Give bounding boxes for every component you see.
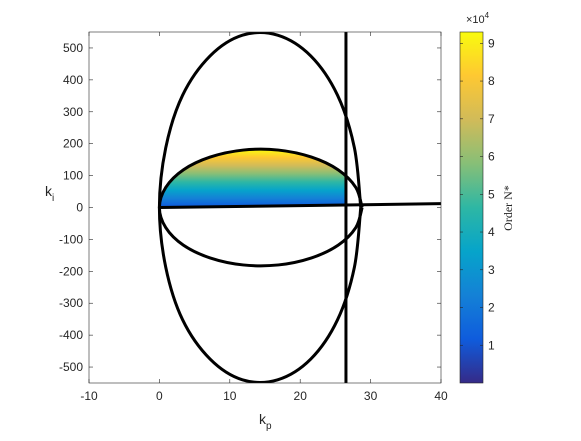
y-tick-label: 100 <box>63 169 83 183</box>
y-tick-label: 400 <box>63 73 83 87</box>
colorbar-tick-label: 4 <box>488 225 495 239</box>
colorbar-tick-label: 3 <box>488 263 495 277</box>
colorbar-tick-label: 9 <box>488 36 495 50</box>
y-tick-label: -300 <box>59 296 83 310</box>
multiplier-power: 4 <box>485 11 490 20</box>
label-subscript: p <box>266 421 272 432</box>
y-tick-label: 300 <box>63 105 83 119</box>
x-tick-label: 10 <box>223 389 237 403</box>
y-tick-label: 500 <box>63 41 83 55</box>
y-axis-label: ki <box>45 183 54 204</box>
multiplier-base: ×10 <box>466 14 485 26</box>
y-tick-label: -400 <box>59 328 83 342</box>
y-tick-label: 0 <box>76 201 83 215</box>
colorbar-tick-label: 2 <box>488 301 495 315</box>
x-tick-label: 30 <box>364 389 378 403</box>
x-tick-label: -10 <box>80 389 98 403</box>
x-tick-label: 20 <box>294 389 308 403</box>
y-tick-label: -100 <box>59 232 83 246</box>
y-tick-label: -500 <box>59 360 83 374</box>
label-text: k <box>259 411 267 427</box>
label-subscript: i <box>52 193 54 204</box>
x-tick-label: 0 <box>156 389 163 403</box>
y-tick-label: -200 <box>59 264 83 278</box>
colorbar-tick-label: 8 <box>488 74 495 88</box>
colorbar-tick-label: 5 <box>488 187 495 201</box>
curves <box>157 32 441 383</box>
colorbar-label: Order N* <box>501 185 515 231</box>
x-tick-label: 40 <box>434 389 448 403</box>
colorbar-tick-label: 1 <box>488 338 495 352</box>
colorbar-tick-label: 7 <box>488 112 495 126</box>
x-axis-label: kp <box>259 411 272 432</box>
curve <box>159 202 441 209</box>
y-tick-label: 200 <box>63 137 83 151</box>
colorbar-multiplier: ×104 <box>466 11 490 26</box>
colorbar-tick-label: 6 <box>488 150 495 164</box>
colorbar <box>459 31 484 384</box>
label-text: k <box>45 183 53 199</box>
